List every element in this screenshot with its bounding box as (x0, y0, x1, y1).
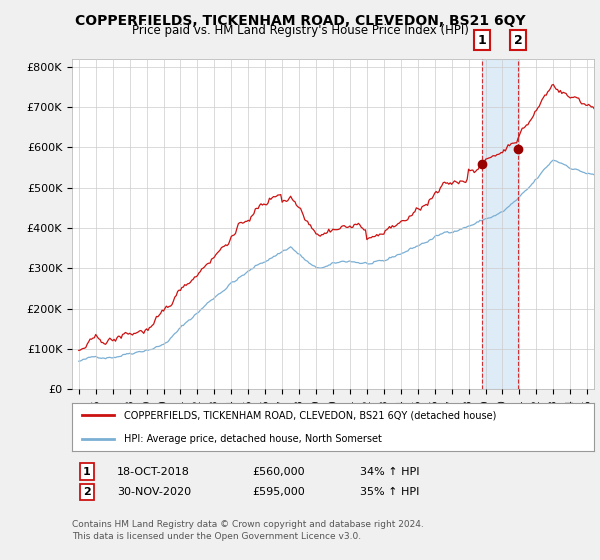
Text: Price paid vs. HM Land Registry's House Price Index (HPI): Price paid vs. HM Land Registry's House … (131, 24, 469, 36)
Text: £560,000: £560,000 (252, 466, 305, 477)
Text: 1: 1 (478, 34, 487, 47)
Text: 34% ↑ HPI: 34% ↑ HPI (360, 466, 419, 477)
Text: £595,000: £595,000 (252, 487, 305, 497)
Text: 2: 2 (514, 34, 523, 47)
Text: 30-NOV-2020: 30-NOV-2020 (117, 487, 191, 497)
Bar (482, 59, 518, 389)
Text: 35% ↑ HPI: 35% ↑ HPI (360, 487, 419, 497)
Text: COPPERFIELDS, TICKENHAM ROAD, CLEVEDON, BS21 6QY: COPPERFIELDS, TICKENHAM ROAD, CLEVEDON, … (74, 14, 526, 28)
Text: Contains HM Land Registry data © Crown copyright and database right 2024.
This d: Contains HM Land Registry data © Crown c… (72, 520, 424, 541)
Text: COPPERFIELDS, TICKENHAM ROAD, CLEVEDON, BS21 6QY (detached house): COPPERFIELDS, TICKENHAM ROAD, CLEVEDON, … (124, 410, 497, 420)
Text: 2: 2 (83, 487, 91, 497)
Text: HPI: Average price, detached house, North Somerset: HPI: Average price, detached house, Nort… (124, 434, 382, 444)
Text: 1: 1 (83, 466, 91, 477)
Text: 18-OCT-2018: 18-OCT-2018 (117, 466, 190, 477)
